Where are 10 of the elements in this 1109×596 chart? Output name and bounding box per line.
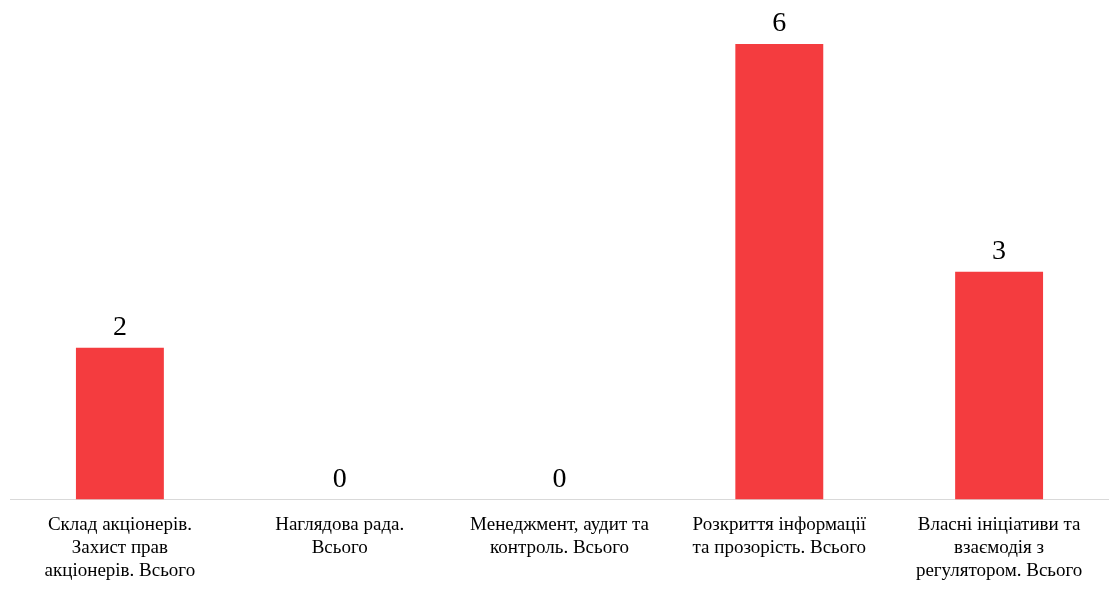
data-label: 2	[112, 310, 127, 342]
x-tick-label: Власні ініціативи та взаємодія з регулятором. Всього	[915, 512, 1083, 580]
x-tick-label: Склад акціонерів. Захист прав акціонерів. Всього	[44, 512, 196, 580]
data-label: 3	[992, 234, 1007, 266]
data-label: 0	[552, 461, 567, 493]
data-label: 6	[772, 6, 787, 38]
x-tick-label: Менеджмент, аудит та контроль. Всього	[470, 512, 650, 557]
x-tick-label: Розкриття інформації та прозорість. Всього	[692, 512, 867, 557]
x-tick-label: Наглядова рада. Всього	[275, 512, 405, 557]
data-label: 0	[332, 461, 347, 493]
